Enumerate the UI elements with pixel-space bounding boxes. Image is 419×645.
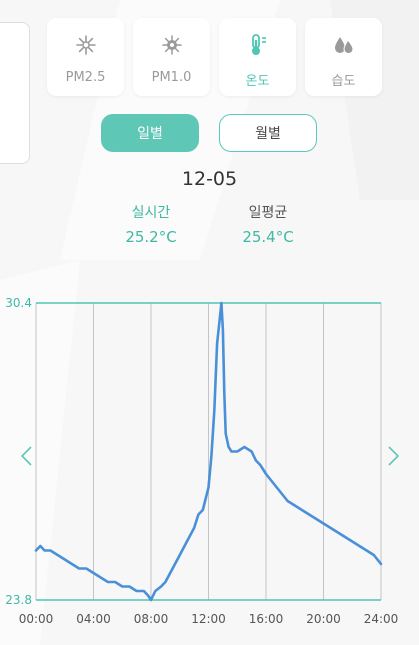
- tab-temperature[interactable]: 온도: [219, 18, 296, 96]
- next-day-chevron-icon[interactable]: [383, 444, 403, 468]
- humidity-drops-icon: [333, 34, 355, 56]
- period-toggle: 일별 월별: [101, 114, 317, 152]
- left-side-card[interactable]: [0, 22, 30, 164]
- pm25-icon: [75, 34, 97, 56]
- x-tick-label: 08:00: [134, 612, 169, 626]
- thermometer-icon: [247, 34, 269, 56]
- x-tick-label: 00:00: [19, 612, 54, 626]
- x-tick-label: 20:00: [306, 612, 341, 626]
- tab-pm10[interactable]: PM1.0: [133, 18, 210, 96]
- tab-pm10-label: PM1.0: [151, 70, 192, 85]
- monthly-button[interactable]: 월별: [219, 114, 317, 152]
- tab-pm25-label: PM2.5: [65, 70, 106, 85]
- temperature-series-line: [34, 301, 383, 602]
- x-tick-label: 24:00: [364, 612, 399, 626]
- realtime-value: 25.2°C: [125, 228, 177, 246]
- metric-tab-bar: PM2.5 PM1.0: [47, 18, 382, 96]
- x-tick-label: 12:00: [191, 612, 226, 626]
- date-label: 12-05: [181, 168, 238, 190]
- tab-pm25[interactable]: PM2.5: [47, 18, 124, 96]
- average-title: 일평균: [248, 205, 288, 221]
- x-tick-label: 16:00: [249, 612, 284, 626]
- tab-temperature-label: 온도: [245, 74, 270, 89]
- average-stat: 일평균 25.4°C: [223, 202, 313, 246]
- daily-button[interactable]: 일별: [101, 114, 199, 152]
- tab-humidity[interactable]: 습도: [305, 18, 382, 96]
- tab-humidity-label: 습도: [331, 74, 356, 89]
- x-tick-label: 04:00: [76, 612, 111, 626]
- y-max-label: 30.4: [5, 296, 32, 310]
- realtime-stat: 실시간 25.2°C: [106, 202, 196, 246]
- previous-day-chevron-icon[interactable]: [17, 444, 37, 468]
- y-min-label: 23.8: [5, 593, 32, 607]
- average-value: 25.4°C: [242, 228, 294, 246]
- realtime-title: 실시간: [131, 205, 171, 221]
- pm10-icon: [161, 34, 183, 56]
